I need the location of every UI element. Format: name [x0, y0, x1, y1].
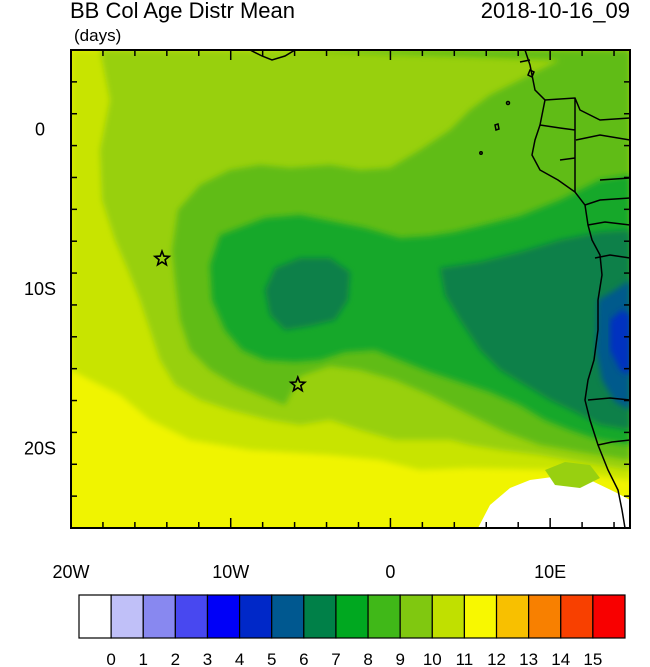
colorbar-swatch — [78, 594, 112, 639]
colorbar-swatch — [528, 594, 562, 639]
colorbar-label: 5 — [267, 650, 276, 667]
y-tick-label: 20S — [24, 438, 56, 458]
colorbar-label: 8 — [363, 650, 372, 667]
map-timestamp: 2018-10-16_09 — [480, 0, 630, 23]
x-tick-label: 10W — [212, 562, 249, 582]
x-tick-label: 10E — [534, 562, 566, 582]
colorbar-label: 9 — [395, 650, 404, 667]
contour-level-5 — [610, 310, 630, 375]
colorbar-label: 11 — [456, 650, 474, 667]
colorbar-swatch — [238, 594, 273, 639]
y-tick-label: 0 — [35, 120, 45, 140]
map-title: BB Col Age Distr Mean — [70, 0, 295, 23]
colorbar-label: 2 — [171, 650, 180, 667]
star-marker-south — [288, 374, 308, 393]
coastlines — [249, 50, 630, 528]
colorbar-label: 14 — [551, 650, 570, 667]
star-markers — [152, 248, 308, 393]
map-frame — [70, 49, 631, 529]
colorbar-label: 3 — [203, 650, 212, 667]
colorbar-swatch — [399, 594, 433, 639]
units-label: (days) — [74, 26, 122, 45]
colorbar-swatch — [271, 594, 305, 639]
colorbar-label: 12 — [487, 650, 506, 667]
colorbar-swatch — [142, 594, 176, 639]
colorbar-label: 6 — [299, 650, 308, 667]
contour-level-0-desert — [478, 476, 630, 528]
colorbar-swatch — [110, 594, 144, 639]
colorbar-label: 13 — [519, 650, 538, 667]
tick-labels: 20W 10W 0 10E 0 10S 20S — [24, 120, 566, 582]
island-annobon — [479, 151, 483, 155]
colorbar-swatch — [206, 594, 241, 639]
gulf-coast-north — [249, 50, 296, 61]
colorbar-swatch — [463, 594, 498, 639]
contour-level-7-east — [440, 230, 630, 430]
colorbar-label: 10 — [423, 650, 442, 667]
colorbar-label: 0 — [106, 650, 115, 667]
tick-marks — [70, 49, 630, 529]
colorbar — [78, 594, 626, 639]
country-borders — [519, 59, 630, 446]
island-sao-tome — [494, 123, 500, 131]
colorbar-label: 15 — [583, 650, 602, 667]
colorbar-swatch — [303, 594, 337, 639]
star-marker-west — [152, 248, 172, 267]
y-tick-label: 10S — [24, 279, 56, 299]
x-tick-label: 20W — [52, 562, 89, 582]
island-bioko — [527, 68, 535, 79]
contour-level-7 — [265, 258, 350, 330]
colorbar-swatch — [592, 594, 626, 639]
colorbar-swatch — [560, 594, 594, 639]
contour-field — [71, 50, 630, 528]
colorbar-labels: 0 1 2 3 4 5 6 7 8 9 10 11 12 13 14 15 — [106, 650, 602, 667]
x-tick-label: 0 — [385, 562, 395, 582]
colorbar-label: 4 — [235, 650, 244, 667]
colorbar-swatch — [431, 594, 466, 639]
contour-level-11-coast — [545, 462, 600, 488]
island-principe — [505, 100, 511, 106]
africa-coastline — [524, 50, 626, 528]
colorbar-swatch — [335, 594, 369, 639]
colorbar-swatch — [495, 594, 530, 639]
colorbar-label: 7 — [331, 650, 340, 667]
colorbar-swatch — [174, 594, 209, 639]
colorbar-label: 1 — [139, 650, 148, 667]
colorbar-swatch — [367, 594, 401, 639]
